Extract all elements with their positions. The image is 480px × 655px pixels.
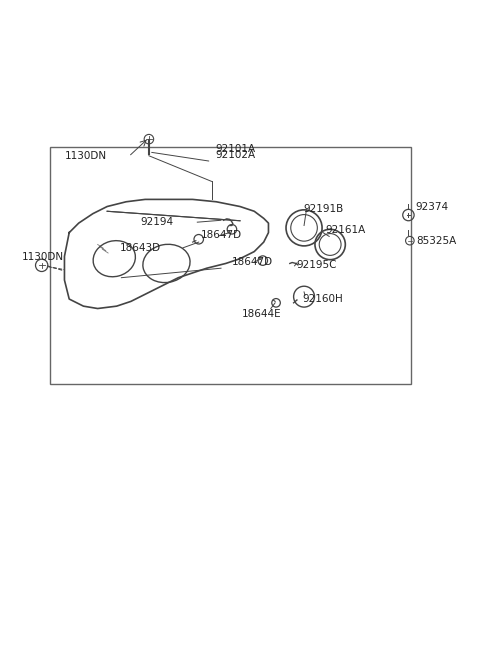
Text: 92194: 92194 xyxy=(141,217,174,227)
Text: 18643D: 18643D xyxy=(120,243,161,253)
Text: 1130DN: 1130DN xyxy=(65,151,107,160)
Bar xyxy=(50,147,411,384)
Text: 18644E: 18644E xyxy=(241,309,281,320)
Text: 92102A: 92102A xyxy=(215,151,255,160)
Text: 18647D: 18647D xyxy=(201,230,242,240)
Text: 85325A: 85325A xyxy=(417,236,457,246)
Text: 92101A: 92101A xyxy=(215,144,255,155)
Text: 92195C: 92195C xyxy=(296,260,336,270)
Text: 18647D: 18647D xyxy=(232,257,273,267)
Text: 92374: 92374 xyxy=(416,202,449,212)
Text: 92160H: 92160H xyxy=(302,294,343,304)
Text: 1130DN: 1130DN xyxy=(22,252,64,262)
Text: 92161A: 92161A xyxy=(325,225,366,235)
Text: 92191B: 92191B xyxy=(303,204,343,214)
